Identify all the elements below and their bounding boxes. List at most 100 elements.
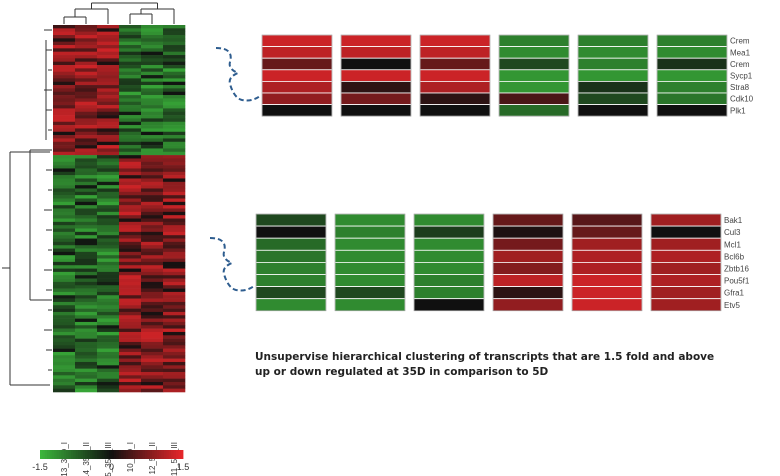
heatmap-cell bbox=[75, 231, 98, 236]
heatmap-cell bbox=[141, 148, 164, 153]
heatmap-cell bbox=[119, 125, 142, 129]
heatmap-cell bbox=[97, 61, 120, 66]
heatmap-cell bbox=[53, 145, 76, 149]
heatmap-cell bbox=[119, 201, 142, 206]
heatmap-cell bbox=[97, 158, 120, 163]
heatmap-cell bbox=[141, 141, 164, 146]
heatmap-cell bbox=[119, 225, 142, 229]
heatmap-cell bbox=[53, 101, 76, 106]
heatmap-cell bbox=[119, 251, 142, 256]
heatmap-cell bbox=[119, 118, 142, 123]
heatmap-cell bbox=[97, 241, 120, 246]
heatmap-cell bbox=[141, 28, 164, 32]
heatmap-cell bbox=[97, 275, 120, 279]
detail-cell bbox=[255, 237, 327, 251]
heatmap-cell bbox=[163, 198, 186, 203]
heatmap-cell bbox=[141, 161, 164, 166]
heatmap-cell bbox=[53, 305, 76, 309]
heatmap-cell bbox=[53, 121, 76, 126]
heatmap-cell bbox=[163, 208, 186, 213]
heatmap-cell bbox=[141, 45, 164, 49]
heatmap-cell bbox=[119, 385, 142, 389]
heatmap-cell bbox=[141, 318, 164, 323]
colorbar-segment bbox=[173, 450, 177, 459]
heatmap-cell bbox=[75, 368, 98, 373]
heatmap-cell bbox=[119, 181, 142, 186]
heatmap-cell bbox=[97, 68, 120, 73]
heatmap-cell bbox=[141, 221, 164, 226]
heatmap-cell bbox=[141, 271, 164, 276]
heatmap-cell bbox=[141, 51, 164, 56]
heatmap-cell bbox=[141, 301, 164, 306]
heatmap-cell bbox=[141, 135, 164, 139]
heatmap-cell bbox=[163, 138, 186, 143]
heatmap-cell bbox=[119, 65, 142, 69]
heatmap-cell bbox=[163, 28, 186, 32]
heatmap-cell bbox=[119, 275, 142, 279]
heatmap-cell bbox=[53, 285, 76, 289]
heatmap-cell bbox=[163, 118, 186, 123]
detail-cell bbox=[656, 92, 728, 106]
heatmap-cell bbox=[75, 381, 98, 386]
heatmap-cell bbox=[119, 338, 142, 343]
heatmap-cell bbox=[75, 45, 98, 49]
heatmap-cell bbox=[141, 115, 164, 119]
heatmap-cell bbox=[97, 161, 120, 166]
heatmap-cell bbox=[119, 185, 142, 189]
heatmap-cell bbox=[75, 158, 98, 163]
heatmap-cell bbox=[53, 191, 76, 196]
heatmap-cell bbox=[53, 215, 76, 219]
heatmap-cell bbox=[97, 165, 120, 169]
heatmap-cell bbox=[53, 151, 76, 156]
heatmap-cell bbox=[141, 125, 164, 129]
colorbar-tick-label: -1.5 bbox=[32, 462, 48, 472]
heatmap-cell bbox=[97, 178, 120, 183]
detail-cell bbox=[577, 46, 649, 59]
heatmap-cell bbox=[119, 78, 142, 83]
detail-block-border bbox=[334, 213, 406, 312]
heatmap-cell bbox=[53, 185, 76, 189]
heatmap-cell bbox=[75, 191, 98, 196]
colorbar-segment bbox=[99, 450, 103, 459]
heatmap-cell bbox=[75, 165, 98, 169]
detail-cell bbox=[492, 261, 564, 275]
heatmap-cell bbox=[53, 351, 76, 356]
heatmap-cell bbox=[163, 51, 186, 56]
heatmap-cell bbox=[53, 291, 76, 296]
heatmap-cell bbox=[75, 28, 98, 32]
heatmap-cell bbox=[97, 98, 120, 103]
heatmap-cell bbox=[119, 358, 142, 363]
heatmap-cell bbox=[75, 375, 98, 379]
heatmap-cell bbox=[97, 358, 120, 363]
heatmap-cell bbox=[119, 271, 142, 276]
heatmap-cell bbox=[163, 211, 186, 216]
heatmap-cell bbox=[97, 88, 120, 93]
detail-block-border bbox=[498, 34, 570, 117]
detail-cell bbox=[571, 261, 643, 275]
heatmap-cell bbox=[75, 131, 98, 136]
heatmap-cell bbox=[97, 235, 120, 239]
detail-heatmap-bottom: Bak1 Cul3 Mcl1 Bcl6b Zbtb16 Pou5f1 Gfra1 Etv5 bbox=[255, 213, 750, 312]
heatmap-cell bbox=[119, 345, 142, 349]
colorbar-segment bbox=[68, 450, 72, 459]
color-scale-bar: -1.5 0 1.5 bbox=[32, 450, 189, 472]
heatmap-cell bbox=[53, 325, 76, 329]
heatmap-cell bbox=[119, 268, 142, 273]
heatmap-cell bbox=[75, 328, 98, 333]
heatmap-cell bbox=[97, 261, 120, 266]
heatmap-cell bbox=[141, 91, 164, 96]
heatmap-cell bbox=[119, 205, 142, 209]
heatmap-cell bbox=[119, 245, 142, 249]
heatmap-cell bbox=[141, 211, 164, 216]
colorbar-segment bbox=[75, 450, 79, 459]
heatmap-cell bbox=[75, 341, 98, 346]
detail-cell bbox=[413, 274, 485, 288]
heatmap-cell bbox=[53, 235, 76, 239]
heatmap-cell bbox=[163, 368, 186, 373]
heatmap-cell bbox=[53, 241, 76, 246]
heatmap-cell bbox=[75, 128, 98, 133]
heatmap-cell bbox=[53, 188, 76, 193]
detail-cell bbox=[334, 249, 406, 263]
heatmap-cell bbox=[119, 108, 142, 113]
heatmap-cell bbox=[141, 48, 164, 52]
